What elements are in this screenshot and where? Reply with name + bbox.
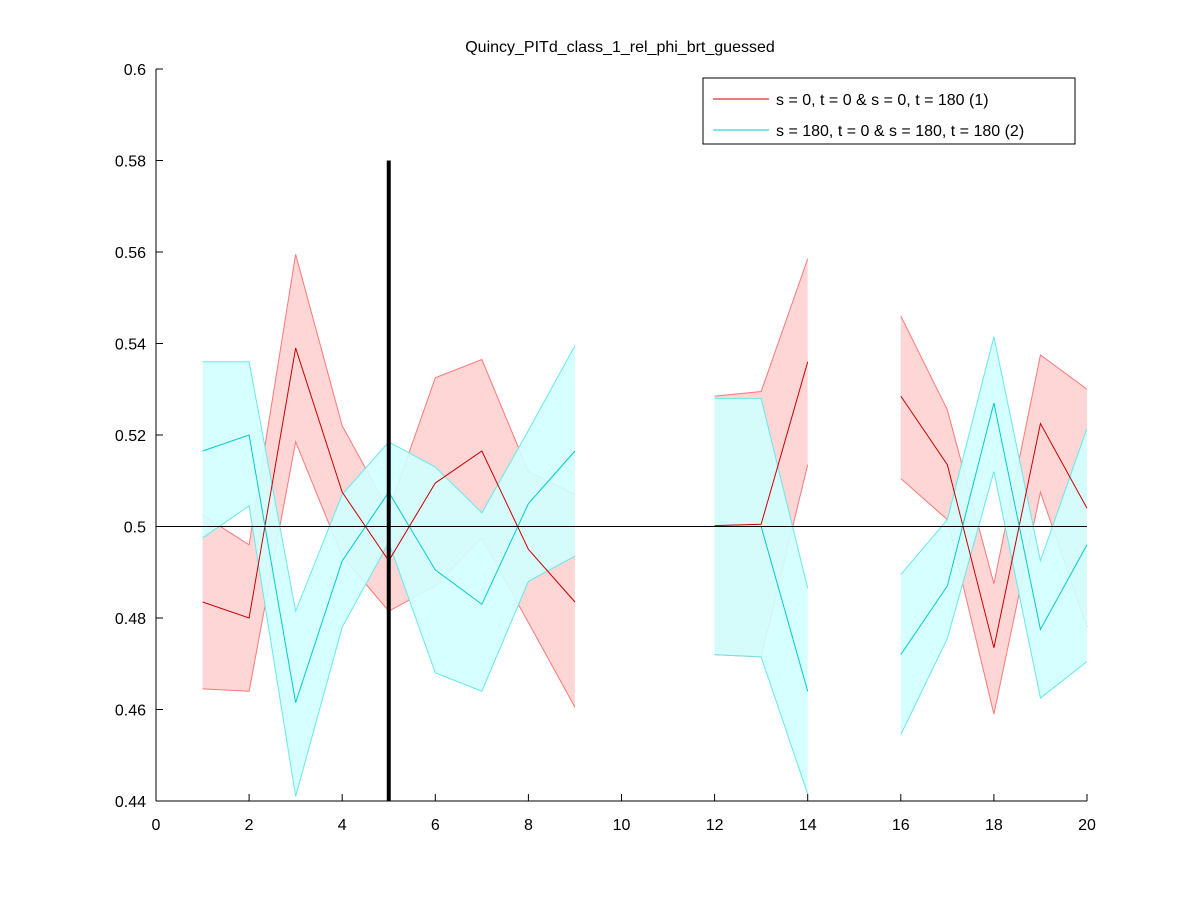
legend: s = 0, t = 0 & s = 0, t = 180 (1) s = 180… xyxy=(702,77,1076,145)
x-tick-label: 18 xyxy=(985,817,1003,834)
x-tick-label: 20 xyxy=(1078,817,1096,834)
series-2-band-3 xyxy=(900,336,1087,735)
x-tick-label: 14 xyxy=(799,817,817,834)
series-1-upper-edge-2 xyxy=(714,258,809,397)
series-lines xyxy=(202,347,1088,703)
x-tick-label: 6 xyxy=(431,817,440,834)
series-2-lower-edge-2 xyxy=(714,654,809,795)
error-bands xyxy=(202,254,1088,797)
x-tick-label: 10 xyxy=(613,817,631,834)
legend-label: s = 0, t = 0 & s = 0, t = 180 (1) xyxy=(776,92,989,109)
reference-lines xyxy=(156,160,1087,801)
x-tick-label: 4 xyxy=(338,817,347,834)
axes: 0 2 4 6 8 10 12 14 16 18 20 0.44 0.46 0.48 0.5 0.52 0.54… xyxy=(115,62,1096,834)
x-tick-label: 12 xyxy=(706,817,724,834)
chart-title: Quincy_PITd_class_1_rel_phi_brt_guessed xyxy=(465,39,775,56)
series-2-upper-edge-2 xyxy=(714,397,809,589)
series-1-line-2 xyxy=(714,361,809,527)
legend-box xyxy=(702,77,1076,145)
y-tick-label: 0.6 xyxy=(124,62,146,79)
series-1-upper-edge-3 xyxy=(900,315,1088,584)
series-2-line-3 xyxy=(900,402,1088,655)
y-tick-label: 0.5 xyxy=(124,520,146,537)
series-2-lower-edge-3 xyxy=(900,471,1088,735)
x-tick-label: 16 xyxy=(892,817,910,834)
series-1-band-3 xyxy=(900,316,1087,715)
x-tick-label: 2 xyxy=(245,817,254,834)
series-2-band-2 xyxy=(714,398,808,795)
legend-label: s = 180, t = 0 & s = 180, t = 180 (2) xyxy=(776,123,1024,140)
series-2-line-2 xyxy=(760,526,809,692)
y-tick-label: 0.44 xyxy=(115,794,146,811)
y-tick-label: 0.48 xyxy=(115,611,146,628)
series-1-band-1 xyxy=(202,254,575,708)
y-tick-label: 0.56 xyxy=(115,245,146,262)
series-1-line-3 xyxy=(900,395,1088,648)
y-tick-label: 0.58 xyxy=(115,154,146,171)
x-tick-label: 0 xyxy=(152,817,161,834)
y-tick-label: 0.46 xyxy=(115,703,146,720)
y-tick-label: 0.54 xyxy=(115,337,146,354)
series-2-band-1 xyxy=(202,345,575,797)
x-tick-label: 8 xyxy=(524,817,533,834)
series-2-upper-edge-3 xyxy=(900,336,1088,575)
y-tick-label: 0.52 xyxy=(115,428,146,445)
